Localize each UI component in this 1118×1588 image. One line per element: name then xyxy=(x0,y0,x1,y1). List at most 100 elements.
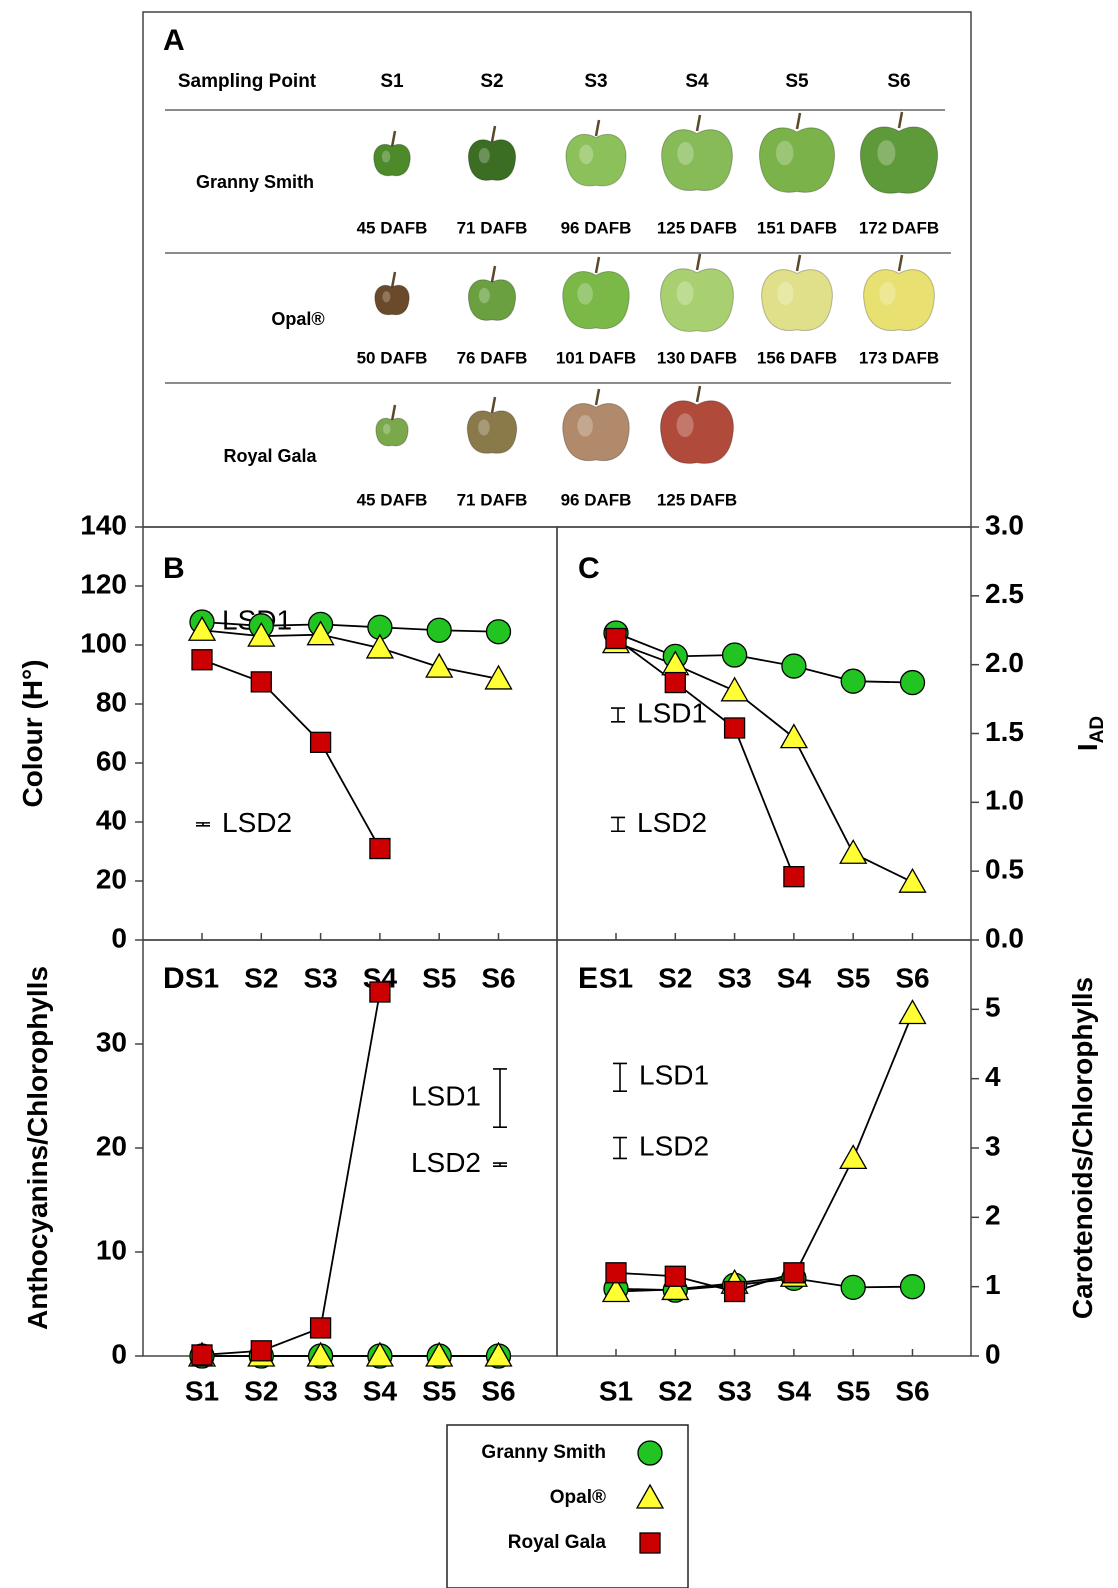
marker-square xyxy=(309,1317,332,1339)
apple-stem xyxy=(897,254,904,272)
legend-label: Royal Gala xyxy=(508,1532,607,1553)
dafb-label: 76 DAFB xyxy=(457,348,528,367)
y-axis-label-sub: AD xyxy=(1087,716,1108,743)
marker-triangle xyxy=(898,867,927,893)
legend-label: Granny Smith xyxy=(481,1442,606,1463)
y-tick-label: 0 xyxy=(985,1338,1001,1369)
x-tick-label: S1 xyxy=(185,962,219,993)
apple-stem xyxy=(695,385,702,403)
apple-photo xyxy=(374,284,410,316)
marker-square xyxy=(191,1344,213,1366)
x-tick-label: S5 xyxy=(836,962,870,993)
apple-photo xyxy=(565,133,627,187)
x-tick-label: S4 xyxy=(777,962,812,993)
panel-b-frame xyxy=(142,526,558,941)
lsd-label: LSD1 xyxy=(637,697,707,728)
dafb-label: 125 DAFB xyxy=(657,218,737,237)
x-tick-label: S1 xyxy=(599,962,633,993)
marker-triangle xyxy=(839,838,868,864)
marker-square xyxy=(369,981,391,1003)
y-tick-label: 2.0 xyxy=(985,647,1024,678)
apple-stem xyxy=(490,396,497,414)
y-axis-label-text: I xyxy=(1072,743,1103,751)
apple-highlight xyxy=(381,150,391,163)
marker-square xyxy=(723,1280,746,1303)
x-tick-label: S6 xyxy=(895,962,929,993)
legend-marker xyxy=(637,1440,663,1466)
apple-highlight xyxy=(677,141,694,165)
panel-label: D xyxy=(163,962,185,995)
dafb-label: 156 DAFB xyxy=(757,348,837,367)
lsd-bar xyxy=(493,1068,507,1128)
apple-highlight xyxy=(478,147,490,164)
marker-circle xyxy=(840,668,866,694)
marker-triangle xyxy=(247,621,276,647)
x-tick-label: S3 xyxy=(717,962,751,993)
lsd-label: LSD2 xyxy=(411,1147,481,1178)
apple-photo xyxy=(859,126,939,194)
y-tick-label: 3.0 xyxy=(985,509,1024,540)
marker-square xyxy=(191,649,213,671)
apple-highlight xyxy=(579,144,594,165)
lsd-bar xyxy=(196,822,210,827)
dafb-label: 45 DAFB xyxy=(357,490,428,509)
x-tick-label: S4 xyxy=(363,1375,398,1406)
legend-frame xyxy=(446,1424,689,1588)
y-tick-label: 0.0 xyxy=(985,922,1024,953)
panel-label: E xyxy=(578,962,598,995)
x-tick-label: S1 xyxy=(599,1375,633,1406)
series-line xyxy=(201,658,381,849)
marker-triangle xyxy=(661,1275,690,1301)
x-tick-label: S5 xyxy=(836,1375,870,1406)
column-header: S3 xyxy=(584,71,607,92)
marker-triangle xyxy=(425,652,454,678)
lsd-label: LSD1 xyxy=(411,1080,481,1111)
marker-triangle xyxy=(779,723,809,749)
x-tick-label: S5 xyxy=(422,1375,456,1406)
apple-stem xyxy=(795,112,802,130)
apple-stem xyxy=(490,125,497,143)
apple-highlight xyxy=(478,287,490,304)
variety-name: Royal Gala xyxy=(223,446,317,466)
y-axis-label: IAD xyxy=(1072,716,1108,751)
dafb-label: 45 DAFB xyxy=(357,218,428,237)
dafb-label: 151 DAFB xyxy=(757,218,837,237)
marker-square xyxy=(783,866,805,888)
column-header: S2 xyxy=(480,71,503,92)
y-axis-label-text: Anthocyanins/Chlorophylls xyxy=(22,966,53,1330)
lsd-label: LSD2 xyxy=(639,1130,709,1161)
y-tick-label: 140 xyxy=(80,509,127,540)
x-tick-label: S2 xyxy=(658,1375,692,1406)
series-line xyxy=(615,637,795,878)
apple-stem xyxy=(695,114,702,132)
marker-square xyxy=(605,1262,627,1284)
apple-stem xyxy=(490,265,497,283)
x-tick-label: S2 xyxy=(244,962,278,993)
dafb-label: 173 DAFB xyxy=(859,348,939,367)
apple-photo xyxy=(761,269,833,331)
marker-square xyxy=(250,1340,272,1362)
y-axis-label: Colour (H°) xyxy=(17,659,48,807)
marker-circle xyxy=(781,653,807,679)
legend-label: Opal® xyxy=(550,1487,606,1508)
y-tick-label: 2 xyxy=(985,1200,1001,1231)
marker-triangle xyxy=(425,1341,454,1367)
y-tick-label: 60 xyxy=(96,745,127,776)
apple-stem xyxy=(594,388,601,406)
lsd-label: LSD2 xyxy=(637,807,707,838)
lsd-label: LSD2 xyxy=(222,807,292,838)
y-tick-label: 20 xyxy=(96,1130,127,1161)
series-line xyxy=(201,629,499,680)
apple-stem xyxy=(695,253,702,271)
header-label: Sampling Point xyxy=(178,71,317,92)
marker-square xyxy=(250,671,272,693)
panel-label: C xyxy=(578,552,600,585)
legend-marker xyxy=(635,1483,665,1509)
column-header: S5 xyxy=(785,71,809,92)
column-header: S4 xyxy=(685,71,709,92)
marker-square xyxy=(605,627,627,650)
y-tick-label: 120 xyxy=(80,568,127,599)
apple-photo xyxy=(661,129,733,191)
series-line xyxy=(201,991,381,1356)
